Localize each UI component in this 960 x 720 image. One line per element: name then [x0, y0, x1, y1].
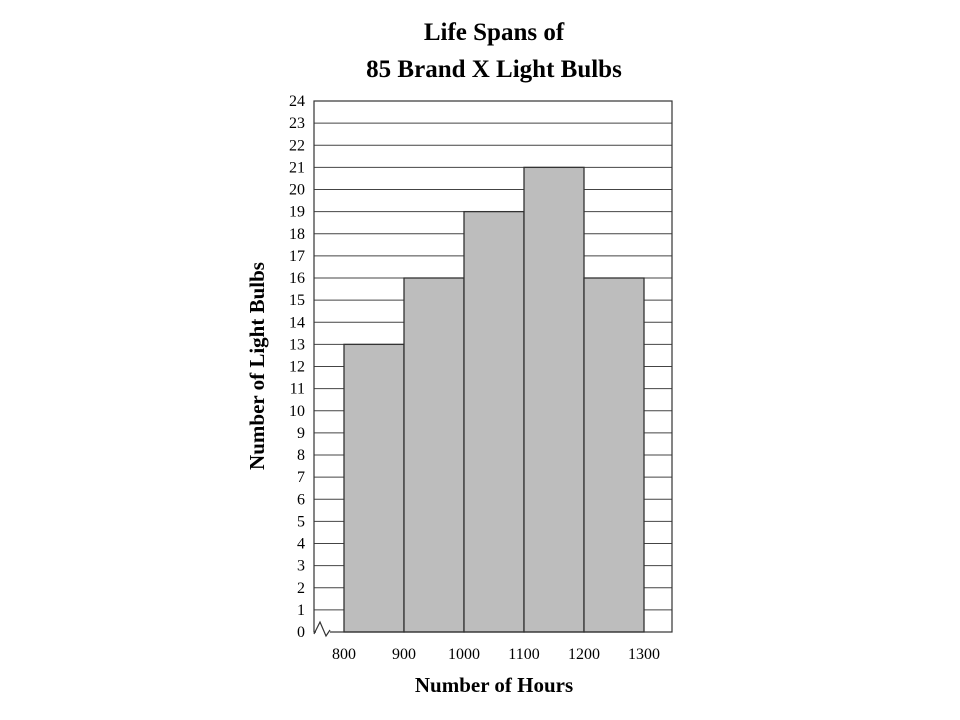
y-axis-label: Number of Light Bulbs: [245, 262, 269, 470]
bar-900-1000: [403, 277, 465, 633]
bar-800-900: [343, 343, 405, 633]
y-tick-label: 13: [289, 336, 305, 353]
bar-1000-1100: [463, 210, 525, 633]
y-tick-label: 12: [289, 359, 305, 376]
bar-1200-1300: [583, 277, 645, 633]
y-tick-label: 19: [289, 204, 305, 221]
x-tick-label: 900: [392, 646, 416, 663]
y-tick-label: 3: [297, 558, 305, 575]
y-tick-label: 16: [289, 270, 305, 287]
y-tick-label: 0: [297, 624, 305, 641]
y-tick-label: 23: [289, 115, 305, 132]
y-tick-label: 22: [289, 137, 305, 154]
bars: [343, 166, 645, 633]
y-tick-label: 4: [297, 536, 305, 553]
y-tick-label: 6: [297, 491, 305, 508]
y-tick-label: 24: [289, 93, 305, 110]
axis-break-icon: [313, 620, 331, 638]
y-tick-label: 21: [289, 159, 305, 176]
y-tick-label: 11: [290, 381, 305, 398]
y-tick-label: 7: [297, 469, 305, 486]
y-tick-label: 14: [289, 314, 305, 331]
x-tick-label: 800: [332, 646, 356, 663]
chart-title-line-1: Life Spans of: [424, 19, 565, 46]
y-tick-label: 8: [297, 447, 305, 464]
y-tick-label: 15: [289, 292, 305, 309]
x-tick-labels: 800 900 1000 1100 1200 1300: [332, 646, 660, 663]
x-tick-label: 1200: [568, 646, 600, 663]
x-tick-label: 1100: [508, 646, 539, 663]
y-tick-label: 10: [289, 403, 305, 420]
x-axis-label: Number of Hours: [415, 673, 573, 697]
y-tick-label: 2: [297, 580, 305, 597]
y-tick-label: 20: [289, 182, 305, 199]
y-tick-label: 5: [297, 513, 305, 530]
x-tick-label: 1000: [448, 646, 480, 663]
x-tick-label: 1300: [628, 646, 660, 663]
plot-frame: [313, 100, 673, 633]
y-tick-label: 1: [297, 602, 305, 619]
y-tick-label: 9: [297, 425, 305, 442]
y-tick-label: 17: [289, 248, 305, 265]
bar-1100-1200: [523, 166, 585, 633]
chart-title-line-2: 85 Brand X Light Bulbs: [366, 56, 622, 83]
y-tick-label: 18: [289, 226, 305, 243]
